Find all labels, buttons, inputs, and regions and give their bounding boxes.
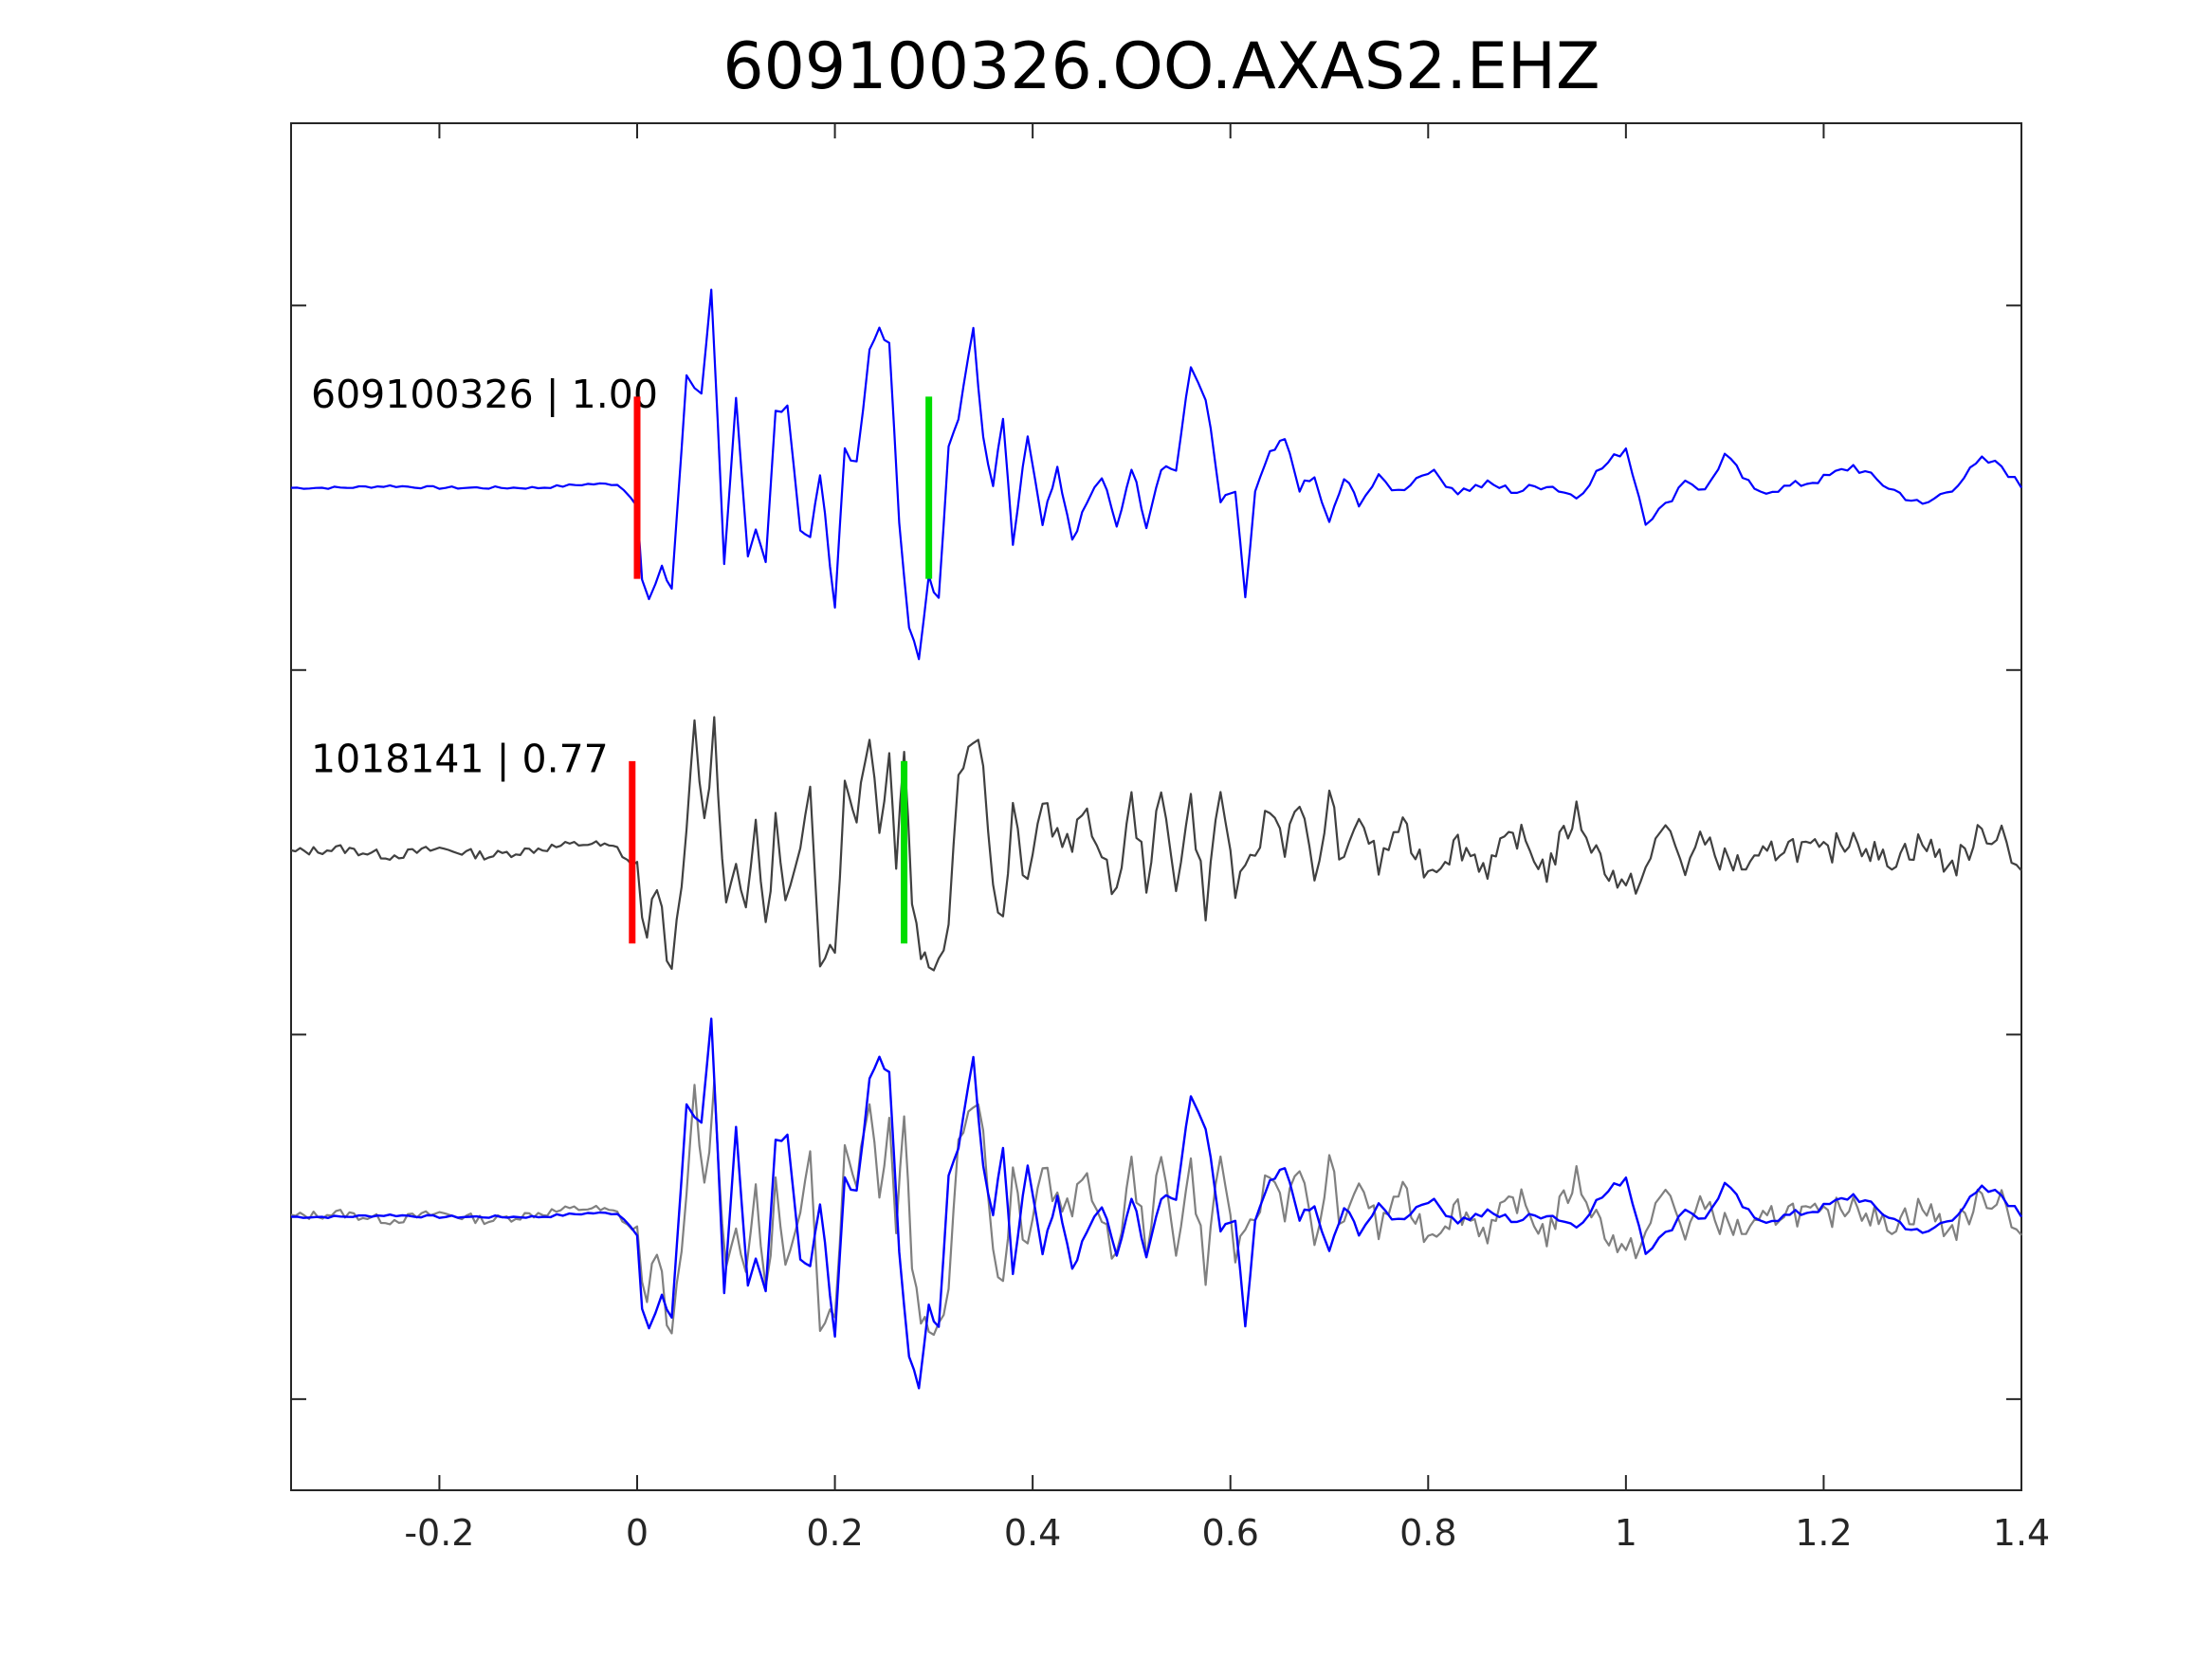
x-tick-label: 0.8 xyxy=(1399,1512,1456,1554)
x-tick-label: 0.2 xyxy=(806,1512,863,1554)
axes: -0.2 0 0.2 0.4 0.6 0.8 1 1.2 1.4 xyxy=(290,122,2050,1554)
phase-picks xyxy=(629,396,933,944)
chart-title: 609100326.OO.AXAS2.EHZ xyxy=(722,29,1600,104)
x-tick-label: 1.2 xyxy=(1795,1512,1852,1554)
overlay-master xyxy=(290,1017,2023,1390)
trace-label-master: 609100326 | 1.00 xyxy=(311,372,658,417)
x-tick-label: 0.4 xyxy=(1004,1512,1061,1554)
trace-label-template: 1018141 | 0.77 xyxy=(311,736,609,781)
trace-master xyxy=(290,288,2022,661)
x-tick-label: -0.2 xyxy=(404,1512,474,1554)
x-tick-label: 1 xyxy=(1615,1512,1637,1554)
trace-labels: 609100326 | 1.00 1018141 | 0.77 xyxy=(311,372,658,782)
trace-template xyxy=(290,716,2022,972)
traces xyxy=(290,288,2023,1390)
x-tick-label: 0 xyxy=(626,1512,649,1554)
overlay-template xyxy=(290,1080,2022,1337)
axes-box xyxy=(290,122,2022,1491)
x-tick-label: 1.4 xyxy=(1993,1512,2050,1554)
x-tick-label: 0.6 xyxy=(1201,1512,1258,1554)
